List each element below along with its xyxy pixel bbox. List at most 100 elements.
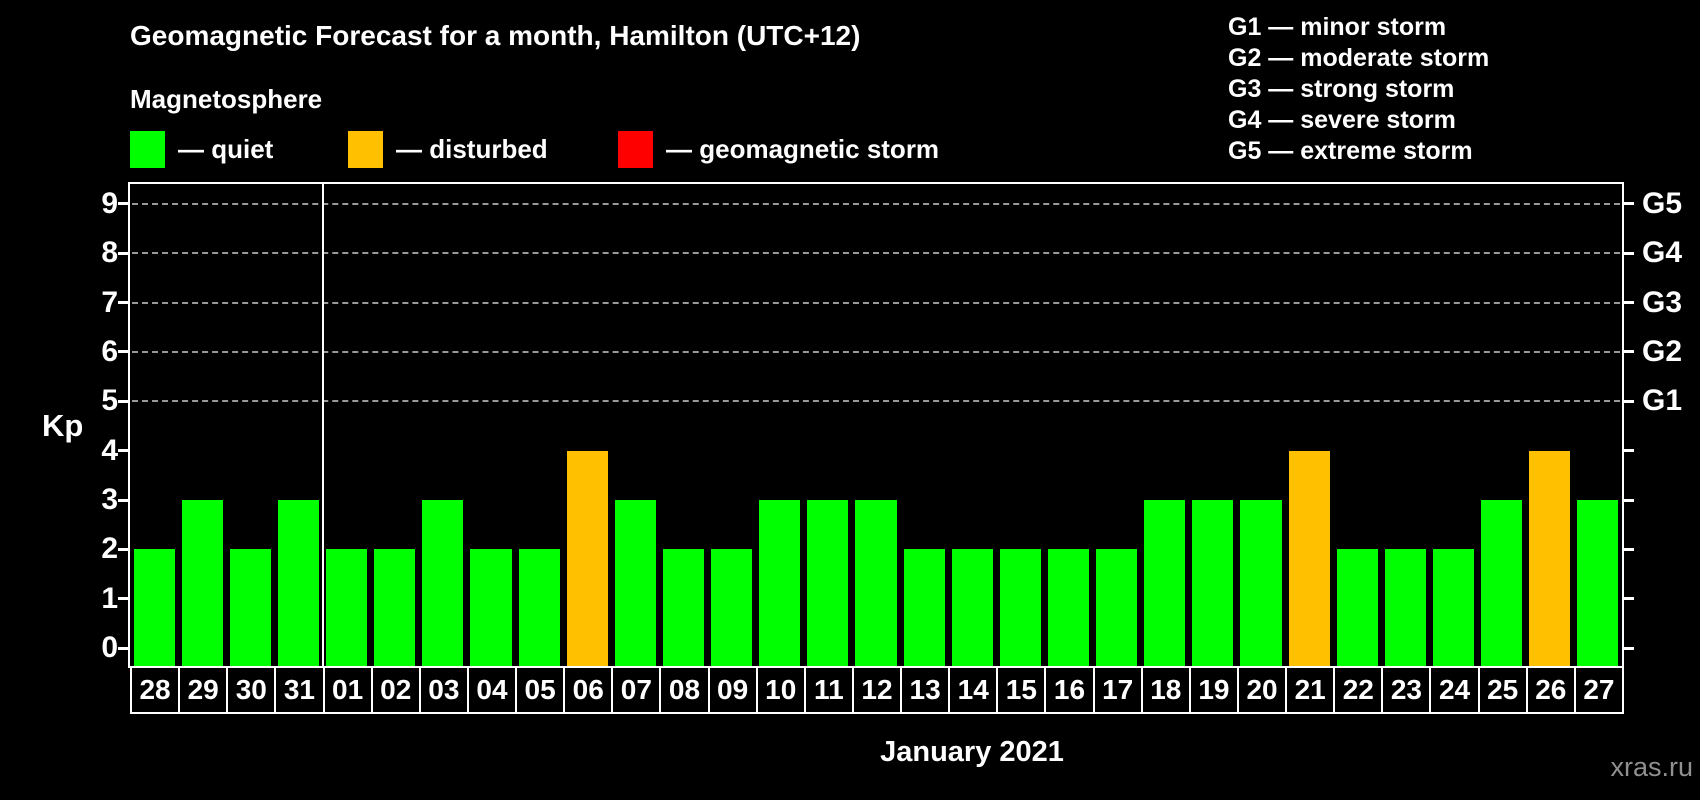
kp-bar-day-12 — [855, 500, 897, 668]
kp-bar-day-29 — [181, 500, 223, 668]
kp-bar-day-18 — [1144, 500, 1186, 668]
y-axis-label-5: 5 — [101, 384, 118, 418]
y-axis-tick-right-6 — [1622, 350, 1634, 354]
quiet-swatch-icon — [130, 130, 165, 168]
magnetosphere-legend: — quiet — disturbed — geomagnetic storm — [0, 130, 1100, 168]
y-axis-tick-left-5 — [118, 399, 130, 403]
day-cell-06: 06 — [563, 666, 614, 714]
storm-scale-line-1: G1 — minor storm — [1228, 13, 1447, 41]
y-axis-tick-left-3 — [118, 498, 130, 502]
kp-bar-day-17 — [1096, 549, 1138, 668]
kp-bar-day-08 — [662, 549, 705, 668]
day-cell-30: 30 — [226, 666, 277, 714]
y-axis-label-6: 6 — [101, 334, 118, 368]
day-cell-17: 17 — [1092, 666, 1143, 714]
storm-scale-line-3: G3 — strong storm — [1228, 75, 1455, 103]
y-axis-label-4: 4 — [101, 433, 118, 467]
y-axis-tick-left-1 — [118, 597, 130, 601]
kp-bar-day-31 — [277, 500, 319, 668]
y-axis-label-0: 0 — [101, 631, 118, 665]
kp-bar-day-19 — [1192, 500, 1234, 668]
day-cell-09: 09 — [707, 666, 758, 714]
y-axis-tick-right-8 — [1622, 251, 1634, 255]
day-cell-16: 16 — [1044, 666, 1095, 714]
day-cell-23: 23 — [1381, 666, 1432, 714]
kp-bar-day-13 — [903, 549, 945, 668]
legend-item-disturbed: — disturbed — [348, 130, 548, 168]
day-cell-03: 03 — [418, 666, 469, 714]
gridline-kp7 — [132, 301, 1620, 304]
watermark: xras.ru — [1610, 752, 1693, 782]
y-axis-tick-right-0 — [1622, 646, 1634, 650]
month-boundary-line — [321, 184, 324, 668]
day-cell-29: 29 — [178, 666, 229, 714]
g-scale-label-g3: G3 — [1642, 285, 1683, 319]
day-cell-13: 13 — [900, 666, 951, 714]
plot-border-top — [128, 182, 1624, 184]
storm-swatch-icon — [618, 130, 653, 168]
y-axis-tick-left-6 — [118, 350, 130, 354]
kp-bar-day-26 — [1529, 450, 1571, 668]
day-cell-19: 19 — [1188, 666, 1239, 714]
day-cell-26: 26 — [1525, 666, 1576, 714]
day-cell-07: 07 — [611, 666, 662, 714]
g-scale-label-g5: G5 — [1642, 186, 1683, 220]
y-axis-tick-right-7 — [1622, 301, 1634, 305]
g-scale-label-g4: G4 — [1642, 236, 1683, 270]
legend-label-storm: — geomagnetic storm — [666, 133, 940, 164]
gridline-kp9 — [132, 202, 1620, 205]
y-axis-tick-right-4 — [1622, 449, 1634, 453]
kp-bar-day-23 — [1384, 549, 1426, 668]
day-cell-21: 21 — [1285, 666, 1336, 714]
y-axis-tick-right-9 — [1622, 202, 1634, 206]
y-axis-tick-left-9 — [118, 202, 130, 206]
legend-item-quiet: — quiet — [130, 130, 273, 168]
kp-bar-day-21 — [1288, 450, 1330, 668]
kp-bar-day-25 — [1481, 500, 1523, 668]
gridline-kp6 — [132, 350, 1620, 353]
gridline-kp5 — [132, 400, 1620, 403]
kp-bar-day-20 — [1240, 500, 1282, 668]
day-cell-01: 01 — [322, 666, 373, 714]
y-axis-label-1: 1 — [101, 581, 118, 615]
day-cell-05: 05 — [515, 666, 566, 714]
kp-bar-day-24 — [1432, 549, 1475, 668]
storm-scale-line-5: G5 — extreme storm — [1228, 137, 1473, 165]
day-cell-24: 24 — [1429, 666, 1480, 714]
day-cell-18: 18 — [1140, 666, 1191, 714]
kp-bar-day-10 — [759, 500, 801, 668]
day-cell-25: 25 — [1477, 666, 1528, 714]
gridline-kp8 — [132, 252, 1620, 255]
kp-bar-day-27 — [1577, 500, 1619, 668]
legend-item-storm: — geomagnetic storm — [618, 130, 939, 168]
y-axis-label-8: 8 — [101, 236, 118, 270]
plot-border-right — [1622, 182, 1624, 668]
kp-bar-day-11 — [807, 500, 849, 668]
y-axis-tick-left-4 — [118, 449, 130, 453]
page-title: Geomagnetic Forecast for a month, Hamilt… — [130, 20, 861, 51]
day-cell-04: 04 — [466, 666, 518, 714]
y-axis-tick-right-3 — [1622, 498, 1634, 502]
legend-label-quiet: — quiet — [178, 133, 274, 164]
magnetosphere-subtitle: Magnetosphere — [130, 84, 323, 114]
day-cell-15: 15 — [996, 666, 1047, 714]
kp-bar-day-06 — [566, 450, 608, 668]
kp-bar-day-09 — [711, 549, 753, 668]
y-axis-tick-left-0 — [118, 646, 130, 650]
legend-label-disturbed: — disturbed — [396, 133, 548, 164]
day-cell-31: 31 — [274, 666, 325, 714]
storm-scale-legend: G1 — minor storm G2 — moderate storm G3 — … — [1228, 12, 1489, 167]
kp-bar-day-07 — [614, 500, 656, 668]
day-cell-14: 14 — [948, 666, 999, 714]
y-axis-tick-right-5 — [1622, 399, 1634, 403]
day-cell-11: 11 — [803, 666, 854, 714]
g-scale-label-g2: G2 — [1642, 334, 1683, 368]
y-axis-label-3: 3 — [101, 483, 118, 517]
disturbed-swatch-icon — [348, 130, 383, 168]
kp-bar-day-16 — [1047, 549, 1090, 668]
day-cell-08: 08 — [659, 666, 710, 714]
kp-axis-title: Kp — [42, 408, 84, 443]
day-cell-27: 27 — [1573, 666, 1624, 714]
day-cell-02: 02 — [370, 666, 421, 714]
